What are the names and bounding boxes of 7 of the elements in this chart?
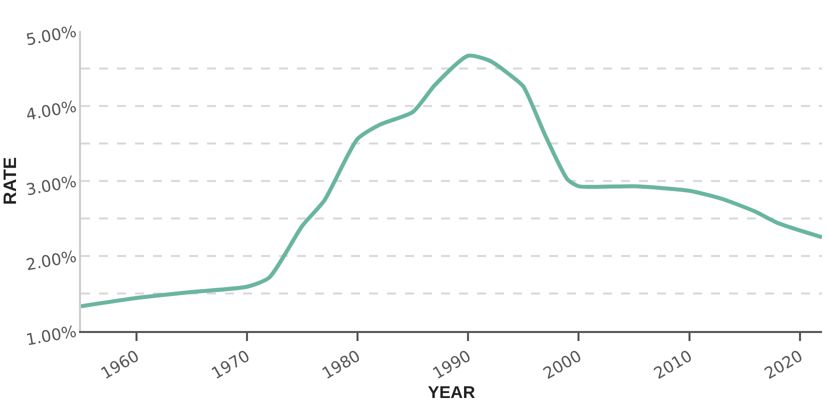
y-tick-label: 5.00% — [24, 22, 78, 50]
x-axis-title: YEAR — [428, 382, 476, 402]
y-axis-title: RATE — [0, 157, 20, 205]
y-tick-label: 1.00% — [24, 322, 78, 350]
y-tick-label: 3.00% — [24, 172, 78, 200]
y-tick-label: 4.00% — [24, 96, 78, 124]
y-tick-label: 2.00% — [24, 246, 78, 274]
